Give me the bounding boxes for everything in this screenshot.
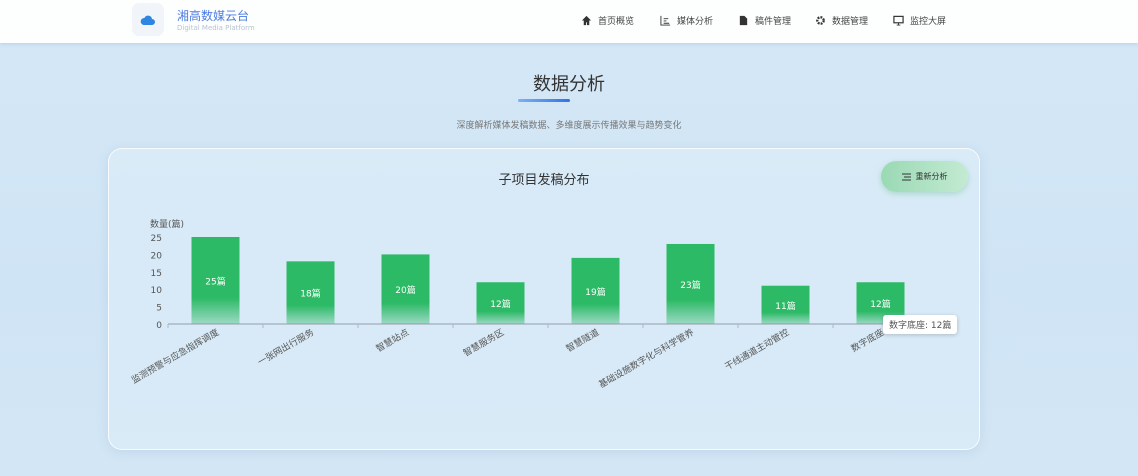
bar-data-label: 20篇 bbox=[395, 284, 415, 296]
bar bbox=[476, 282, 525, 324]
bar bbox=[761, 285, 810, 324]
gear-icon bbox=[816, 16, 825, 25]
nav-label: 首页概览 bbox=[598, 17, 635, 27]
top-header: 湘高数媒云台 Digital Media Platform 首页概览 媒体分析 … bbox=[0, 0, 1138, 43]
title-underline bbox=[518, 99, 570, 102]
x-tick-label: 监测预警与应急指挥调度 bbox=[129, 326, 221, 386]
x-tick-label: 智慧服务区 bbox=[461, 326, 506, 359]
bar bbox=[571, 257, 620, 324]
y-tick-label: 10 bbox=[151, 286, 163, 296]
x-tick-label: 一张网出行服务 bbox=[255, 326, 316, 368]
nav-media-analysis[interactable]: 媒体分析 bbox=[660, 14, 713, 27]
page-subtitle: 深度解析媒体发稿数据、多维度展示传播效果与趋势变化 bbox=[456, 121, 682, 131]
nav-label: 监控大屏 bbox=[910, 17, 947, 27]
x-tick-label: 数字底座 bbox=[849, 326, 886, 354]
tooltip: 数字底座: 12篇 bbox=[883, 315, 958, 334]
document-icon bbox=[739, 15, 748, 26]
nav-manuscripts[interactable]: 稿件管理 bbox=[738, 14, 791, 27]
y-tick-label: 25 bbox=[151, 234, 162, 244]
y-tick-label: 20 bbox=[151, 251, 163, 261]
reanalyze-label: 重新分析 bbox=[915, 172, 948, 181]
reanalyze-button[interactable]: 重新分析 bbox=[881, 161, 968, 192]
bar bbox=[191, 237, 240, 324]
bar-data-label: 11篇 bbox=[775, 300, 795, 312]
x-tick-label: 智慧隧道 bbox=[564, 326, 601, 354]
bar-data-label: 12篇 bbox=[490, 298, 510, 310]
bar-data-label: 19篇 bbox=[585, 286, 605, 298]
nav-label: 稿件管理 bbox=[755, 17, 792, 27]
bar-data-label: 23篇 bbox=[680, 279, 700, 291]
home-icon bbox=[581, 15, 592, 26]
x-tick-label: 基础设施数字化与科学管养 bbox=[596, 326, 696, 390]
nav-label: 数据管理 bbox=[832, 17, 869, 27]
y-axis-label: 数量(篇) bbox=[150, 218, 184, 230]
y-tick-label: 15 bbox=[151, 269, 162, 279]
chart-icon bbox=[660, 15, 671, 26]
cloud-icon bbox=[140, 15, 155, 25]
brand-name: 湘高数媒云台 bbox=[177, 9, 250, 23]
bar-data-label: 18篇 bbox=[300, 288, 320, 300]
page-title: 数据分析 bbox=[533, 74, 605, 95]
x-tick-label: 智慧站点 bbox=[374, 326, 411, 354]
monitor-icon bbox=[893, 15, 904, 26]
y-tick-label: 0 bbox=[156, 321, 162, 331]
x-tick-label: 干线通道主动管控 bbox=[723, 326, 791, 372]
brand-subtitle: Digital Media Platform bbox=[177, 24, 255, 32]
bar bbox=[286, 261, 335, 324]
nav-label: 媒体分析 bbox=[677, 17, 714, 27]
bar bbox=[666, 243, 715, 324]
nav-data-management[interactable]: 数据管理 bbox=[815, 14, 868, 27]
filter-icon bbox=[901, 173, 911, 180]
bar-data-label: 25篇 bbox=[205, 276, 225, 288]
logo[interactable] bbox=[132, 3, 164, 36]
nav-monitor-screen[interactable]: 监控大屏 bbox=[893, 14, 946, 27]
bar-data-label: 12篇 bbox=[870, 298, 890, 310]
nav-home[interactable]: 首页概览 bbox=[581, 14, 634, 27]
bar bbox=[381, 254, 430, 324]
y-tick-label: 5 bbox=[156, 304, 162, 314]
chart-title: 子项目发稿分布 bbox=[498, 173, 590, 188]
chart-card bbox=[108, 148, 980, 450]
